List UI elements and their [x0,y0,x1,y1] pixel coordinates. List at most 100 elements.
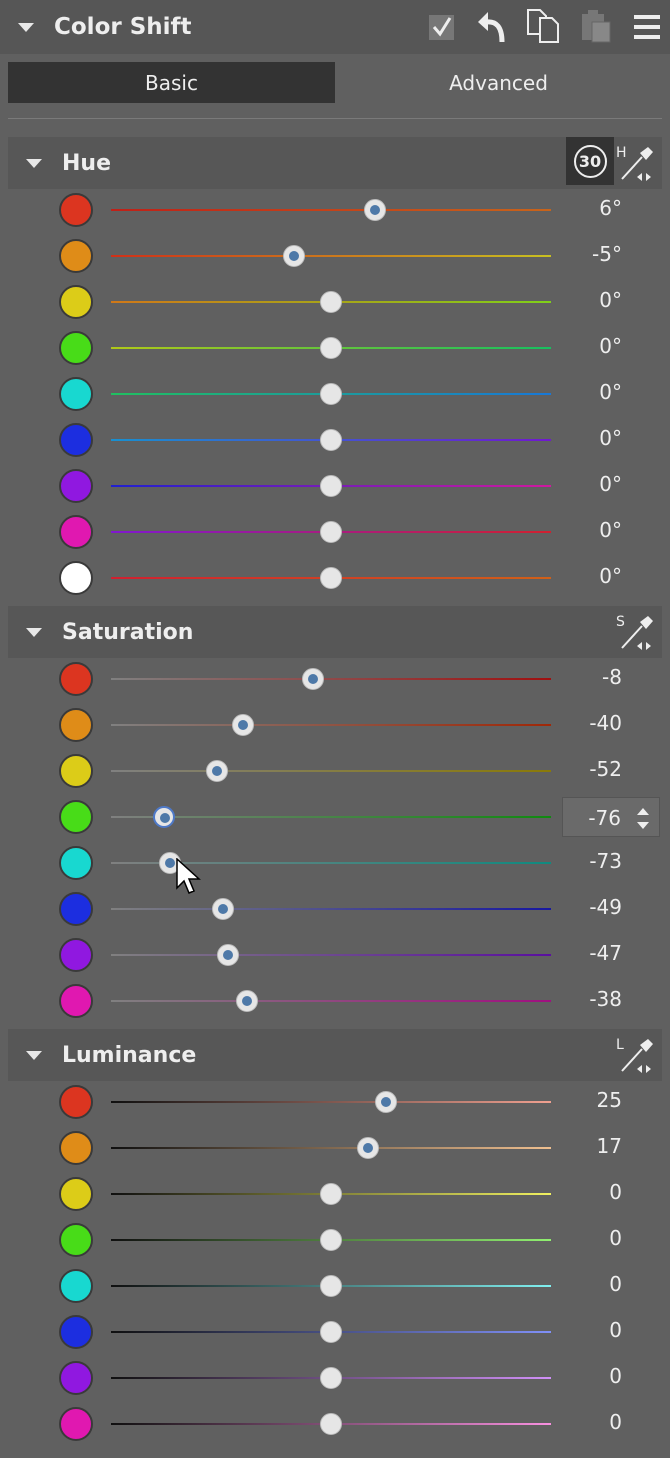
luminance-slider-track[interactable] [111,1147,551,1149]
collapse-triangle-icon[interactable] [26,1050,42,1060]
luminance-value[interactable]: 0 [609,1318,622,1342]
luminance-value[interactable]: 25 [596,1088,622,1112]
hue-value[interactable]: 0° [599,564,622,588]
hue-slider-handle[interactable] [320,475,342,497]
saturation-section-header[interactable]: Saturation S [8,606,662,658]
hue-slider-handle[interactable] [283,245,306,267]
hue-slider-row: 0° [0,278,670,324]
undo-icon[interactable] [476,8,506,44]
hue-eyedropper-icon[interactable]: H [616,143,656,183]
hue-slider-handle[interactable] [320,567,342,589]
saturation-slider-handle[interactable] [302,668,325,690]
hue-slider-handle[interactable] [320,291,342,313]
color-swatch [59,239,93,273]
saturation-eyedropper-icon[interactable]: S [616,612,656,652]
luminance-value[interactable]: 0 [609,1410,622,1434]
saturation-slider-track[interactable] [111,1000,551,1002]
collapse-triangle-icon[interactable] [18,22,34,32]
value-input[interactable]: -76 [588,806,621,830]
saturation-slider-row: -40 [0,701,670,747]
paste-icon[interactable] [580,8,614,44]
saturation-slider-track[interactable] [111,678,551,680]
saturation-value[interactable]: -8 [602,665,622,689]
saturation-slider-track[interactable] [111,724,551,726]
saturation-value[interactable]: -38 [589,987,622,1011]
picker-letter: L [616,1037,624,1053]
hue-value[interactable]: -5° [592,242,622,266]
hue-slider-handle[interactable] [364,199,386,221]
hue-value[interactable]: 0° [599,426,622,450]
saturation-slider-handle[interactable] [232,714,254,736]
hue-value[interactable]: 0° [599,472,622,496]
color-swatch [59,1177,93,1211]
hue-slider-handle[interactable] [320,521,342,543]
luminance-slider-handle[interactable] [320,1275,342,1297]
saturation-value[interactable]: -73 [589,849,622,873]
decrement-arrow-icon[interactable] [637,822,649,829]
saturation-slider-track[interactable] [111,770,551,772]
hue-slider-track[interactable] [111,209,551,211]
saturation-value[interactable]: -40 [589,711,622,735]
color-swatch [59,984,93,1018]
saturation-value[interactable]: -47 [589,941,622,965]
hue-value[interactable]: 0° [599,288,622,312]
luminance-value[interactable]: 0 [609,1272,622,1296]
hue-slider-handle[interactable] [320,383,342,405]
color-swatch [59,1223,93,1257]
panel-title: Color Shift [54,14,192,40]
hue-section-header[interactable]: Hue 30 H [8,137,662,189]
color-swatch [59,1131,93,1165]
collapse-triangle-icon[interactable] [26,627,42,637]
saturation-slider-handle[interactable] [216,944,239,966]
luminance-eyedropper-icon[interactable]: L [616,1035,656,1075]
hue-slider-handle[interactable] [320,337,342,359]
mouse-cursor-icon [176,858,201,894]
luminance-slider-handle[interactable] [320,1413,342,1435]
saturation-slider-handle[interactable] [205,760,228,782]
color-swatch [59,938,93,972]
luminance-slider-handle[interactable] [320,1367,342,1389]
luminance-section-header[interactable]: Luminance L [8,1029,662,1081]
color-swatch [59,285,93,319]
saturation-slider-handle[interactable] [159,852,182,874]
luminance-slider-handle[interactable] [320,1183,342,1205]
luminance-slider-track[interactable] [111,1101,551,1103]
increment-arrow-icon[interactable] [637,808,649,815]
value-spinbox[interactable]: -76 [562,797,660,837]
hue-slider-track[interactable] [111,255,551,257]
saturation-slider-track[interactable] [111,908,551,910]
luminance-value[interactable]: 0 [609,1364,622,1388]
menu-icon[interactable] [634,12,660,40]
saturation-value[interactable]: -49 [589,895,622,919]
copy-icon[interactable] [526,8,560,44]
saturation-slider-track[interactable] [111,954,551,956]
saturation-value[interactable]: -52 [589,757,622,781]
color-swatch [59,1315,93,1349]
hue-slider-row: -5° [0,232,670,278]
hue-value[interactable]: 0° [599,334,622,358]
luminance-slider-handle[interactable] [320,1321,342,1343]
collapse-triangle-icon[interactable] [26,158,42,168]
luminance-value[interactable]: 0 [609,1180,622,1204]
luminance-slider-handle[interactable] [320,1229,342,1251]
hue-value[interactable]: 0° [599,380,622,404]
saturation-slider-handle[interactable] [152,806,175,828]
luminance-value[interactable]: 0 [609,1226,622,1250]
luminance-slider-handle[interactable] [357,1137,380,1159]
tab-basic[interactable]: Basic [8,62,335,103]
saturation-slider-handle[interactable] [236,990,259,1012]
hue-range-button[interactable]: 30 [566,137,614,185]
saturation-slider-track[interactable] [111,862,551,864]
hue-slider-handle[interactable] [320,429,342,451]
hue-value[interactable]: 0° [599,518,622,542]
hue-slider-row: 0° [0,554,670,600]
tab-advanced[interactable]: Advanced [449,70,548,95]
checkbox-icon[interactable] [428,12,456,40]
luminance-value[interactable]: 17 [596,1134,622,1158]
saturation-slider-row: -47 [0,931,670,977]
luminance-slider-handle[interactable] [375,1091,397,1113]
hue-value[interactable]: 6° [599,196,622,220]
saturation-slider-handle[interactable] [212,898,235,920]
saturation-slider-track[interactable] [111,816,551,818]
luminance-slider-row: 0 [0,1262,670,1308]
